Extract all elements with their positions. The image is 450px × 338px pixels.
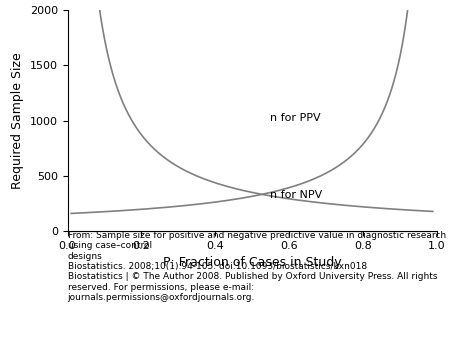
X-axis label: P: Fraction of Cases in Study: P: Fraction of Cases in Study (163, 256, 341, 269)
Text: n for PPV: n for PPV (270, 113, 321, 122)
Y-axis label: Required Sample Size: Required Sample Size (11, 52, 24, 189)
Text: From: Sample size for positive and negative predictive value in diagnostic resea: From: Sample size for positive and negat… (68, 231, 446, 302)
Text: n for NPV: n for NPV (270, 190, 323, 200)
